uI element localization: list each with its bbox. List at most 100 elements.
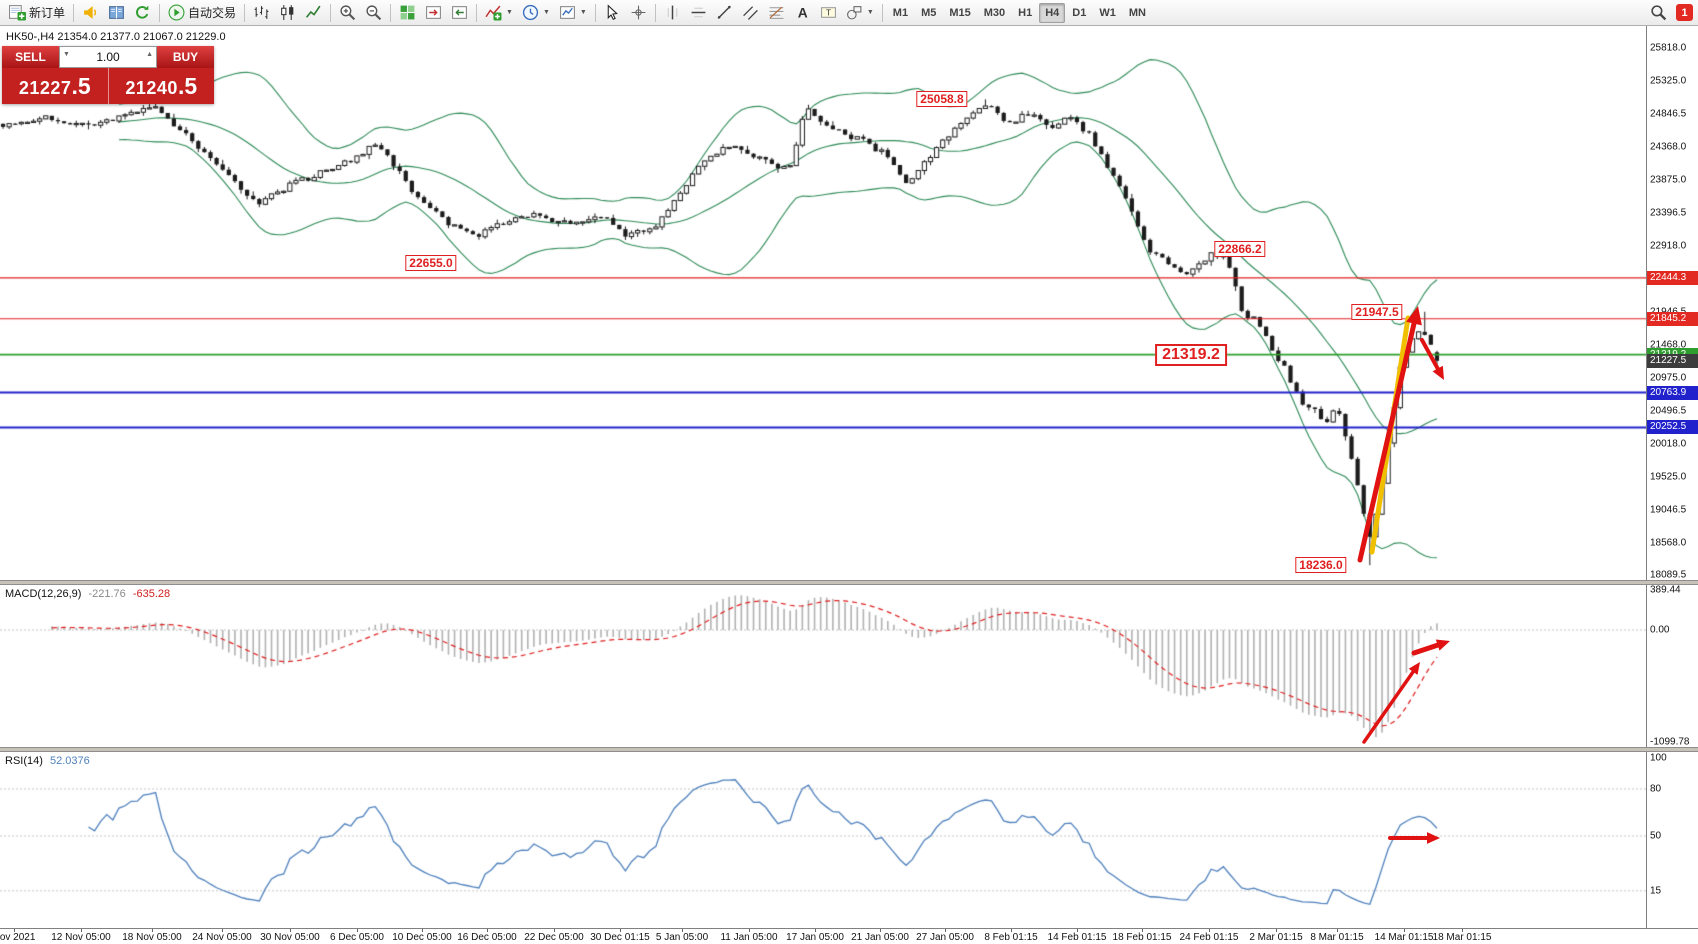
toolbar-channel-button[interactable]	[738, 2, 763, 24]
timeframe-h1-button[interactable]: H1	[1018, 6, 1033, 19]
buy-button[interactable]: BUY	[157, 46, 214, 68]
price-annotation-label[interactable]: 22655.0	[405, 255, 457, 272]
timeframe-m15-button[interactable]: M15	[949, 6, 971, 19]
toolbar-trend-button[interactable]	[712, 2, 737, 24]
toolbar-label-button[interactable]: T	[816, 2, 841, 24]
time-tick	[357, 929, 358, 932]
toolbar-shapes-button[interactable]: ▼	[842, 2, 878, 24]
buy-price[interactable]: 21240 .5	[107, 68, 214, 104]
hline-icon	[690, 4, 707, 21]
horn-icon	[82, 4, 99, 21]
time-tick	[1404, 929, 1405, 932]
label-icon: T	[820, 4, 837, 21]
toolbar-cursor-button[interactable]	[600, 2, 625, 24]
price-axis-label: 25818.0	[1650, 42, 1687, 53]
time-axis-label: 8 Mar 01:15	[1310, 932, 1364, 943]
rsi-axis-label: 15	[1650, 885, 1662, 897]
timeframe-m1-button[interactable]: M1	[892, 6, 909, 19]
price-annotation-label[interactable]: 21319.2	[1155, 343, 1227, 366]
price-line-marker: 21227.5	[1647, 353, 1698, 368]
toolbar-play-button[interactable]: 自动交易	[164, 2, 240, 24]
panel-splitter[interactable]	[0, 747, 1698, 752]
symbol-ohlc-info: HK50-,H4 21354.0 21377.0 21067.0 21229.0	[6, 31, 226, 43]
toolbar-separator	[390, 3, 392, 22]
toolbar-bars-button[interactable]	[249, 2, 274, 24]
time-axis-label: 24 Nov 05:00	[192, 932, 252, 943]
zoom-out-icon	[365, 4, 382, 21]
chevron-down-icon[interactable]: ▼	[579, 9, 587, 16]
toolbar-vline-button[interactable]	[660, 2, 685, 24]
volume-down-spinner[interactable]: ▼	[63, 51, 70, 58]
timeframe-h4-button[interactable]: H4	[1039, 2, 1066, 23]
toolbar-clock-button[interactable]: ▼	[518, 2, 554, 24]
template-icon	[559, 4, 576, 21]
sell-button[interactable]: SELL	[2, 46, 59, 68]
panel-splitter[interactable]	[0, 580, 1698, 585]
toolbar-hline-button[interactable]	[686, 2, 711, 24]
toolbar-refresh-button[interactable]	[130, 2, 155, 24]
price-line-marker: 20763.9	[1647, 385, 1698, 400]
price-axis-label: 25325.0	[1650, 75, 1687, 87]
price-annotation-label[interactable]: 18236.0	[1295, 557, 1347, 574]
toolbar-play-label: 自动交易	[188, 6, 237, 20]
rsi-panel-canvas[interactable]	[0, 752, 1646, 928]
toolbar-zoom-in-button[interactable]	[335, 2, 360, 24]
time-tick	[487, 929, 488, 932]
price-line-marker: 22444.3	[1647, 270, 1698, 285]
play-icon	[168, 4, 185, 21]
chevron-down-icon[interactable]: ▼	[866, 9, 874, 16]
toolbar-shift-button[interactable]	[421, 2, 446, 24]
toolbar-line-chart-button[interactable]	[301, 2, 326, 24]
volume-up-spinner[interactable]: ▲	[146, 51, 153, 58]
shapes-icon	[846, 4, 863, 21]
timeframe-m5-button[interactable]: M5	[921, 6, 937, 19]
toolbar-zoom-out-button[interactable]	[361, 2, 386, 24]
toolbar-template-button[interactable]: ▼	[555, 2, 591, 24]
time-axis-label: 6 Dec 05:00	[330, 932, 384, 943]
price-annotation-label[interactable]: 22866.2	[1214, 241, 1266, 258]
timeframe-m30-button[interactable]: M30	[983, 6, 1006, 19]
macd-axis-label: 0.00	[1650, 624, 1670, 636]
time-tick	[554, 929, 555, 932]
price-axis-label: 19525.0	[1650, 471, 1687, 483]
timeframe-mn-button[interactable]: MN	[1128, 6, 1146, 19]
notification-badge[interactable]: 1	[1676, 4, 1693, 21]
chevron-down-icon[interactable]: ▼	[542, 9, 550, 16]
time-tick	[290, 929, 291, 932]
timeframe-d1-button[interactable]: D1	[1072, 6, 1087, 19]
toolbar-indicator-add-button[interactable]: ▼	[481, 2, 517, 24]
macd-signal-value: -635.28	[132, 588, 171, 600]
toolbar-autoscroll-button[interactable]	[447, 2, 472, 24]
price-axis[interactable]: 25818.0 25325.0 24846.5 24368.0 23875.0 23396…	[1646, 26, 1698, 928]
toolbar-book-button[interactable]	[104, 2, 129, 24]
price-annotation-label[interactable]: 21947.5	[1351, 303, 1403, 320]
toolbar-fibo-button[interactable]	[764, 2, 789, 24]
macd-panel-canvas[interactable]	[0, 585, 1646, 747]
volume-input[interactable]: ▼ 1.00 ▲	[59, 46, 157, 68]
toolbar-search-button[interactable]	[1646, 2, 1671, 24]
search-icon	[1650, 4, 1667, 21]
toolbar-new-order-button[interactable]: 新订单	[5, 2, 69, 24]
time-axis[interactable]: Nov 2021 12 Nov 05:00 18 Nov 05:00 24 Nov 0…	[0, 928, 1698, 944]
timeframe-w1-button[interactable]: W1	[1099, 6, 1116, 19]
book-icon	[108, 4, 125, 21]
toolbar-candles-button[interactable]	[275, 2, 300, 24]
toolbar-text-button[interactable]: A	[790, 2, 815, 24]
toolbar-horn-button[interactable]	[78, 2, 103, 24]
price-axis-label: 24846.5	[1650, 108, 1687, 120]
rsi-value: 52.0376	[49, 755, 90, 767]
cursor-icon	[604, 4, 621, 21]
time-axis-label: Nov 2021	[0, 932, 36, 943]
time-axis-label: 2 Mar 01:15	[1249, 932, 1303, 943]
time-tick	[1209, 929, 1210, 932]
time-axis-label: 18 Nov 05:00	[122, 932, 182, 943]
toolbar-separator	[881, 3, 883, 22]
price-axis-label: 19046.5	[1650, 504, 1687, 516]
price-annotation-label[interactable]: 25058.8	[916, 91, 968, 108]
toolbar-crosshair-button[interactable]	[626, 2, 651, 24]
chevron-down-icon[interactable]: ▼	[506, 9, 513, 16]
price-axis-label: 20975.0	[1650, 372, 1687, 384]
sell-price[interactable]: 21227 .5	[2, 68, 108, 104]
toolbar-tile-button[interactable]	[395, 2, 420, 24]
time-tick	[682, 929, 683, 932]
